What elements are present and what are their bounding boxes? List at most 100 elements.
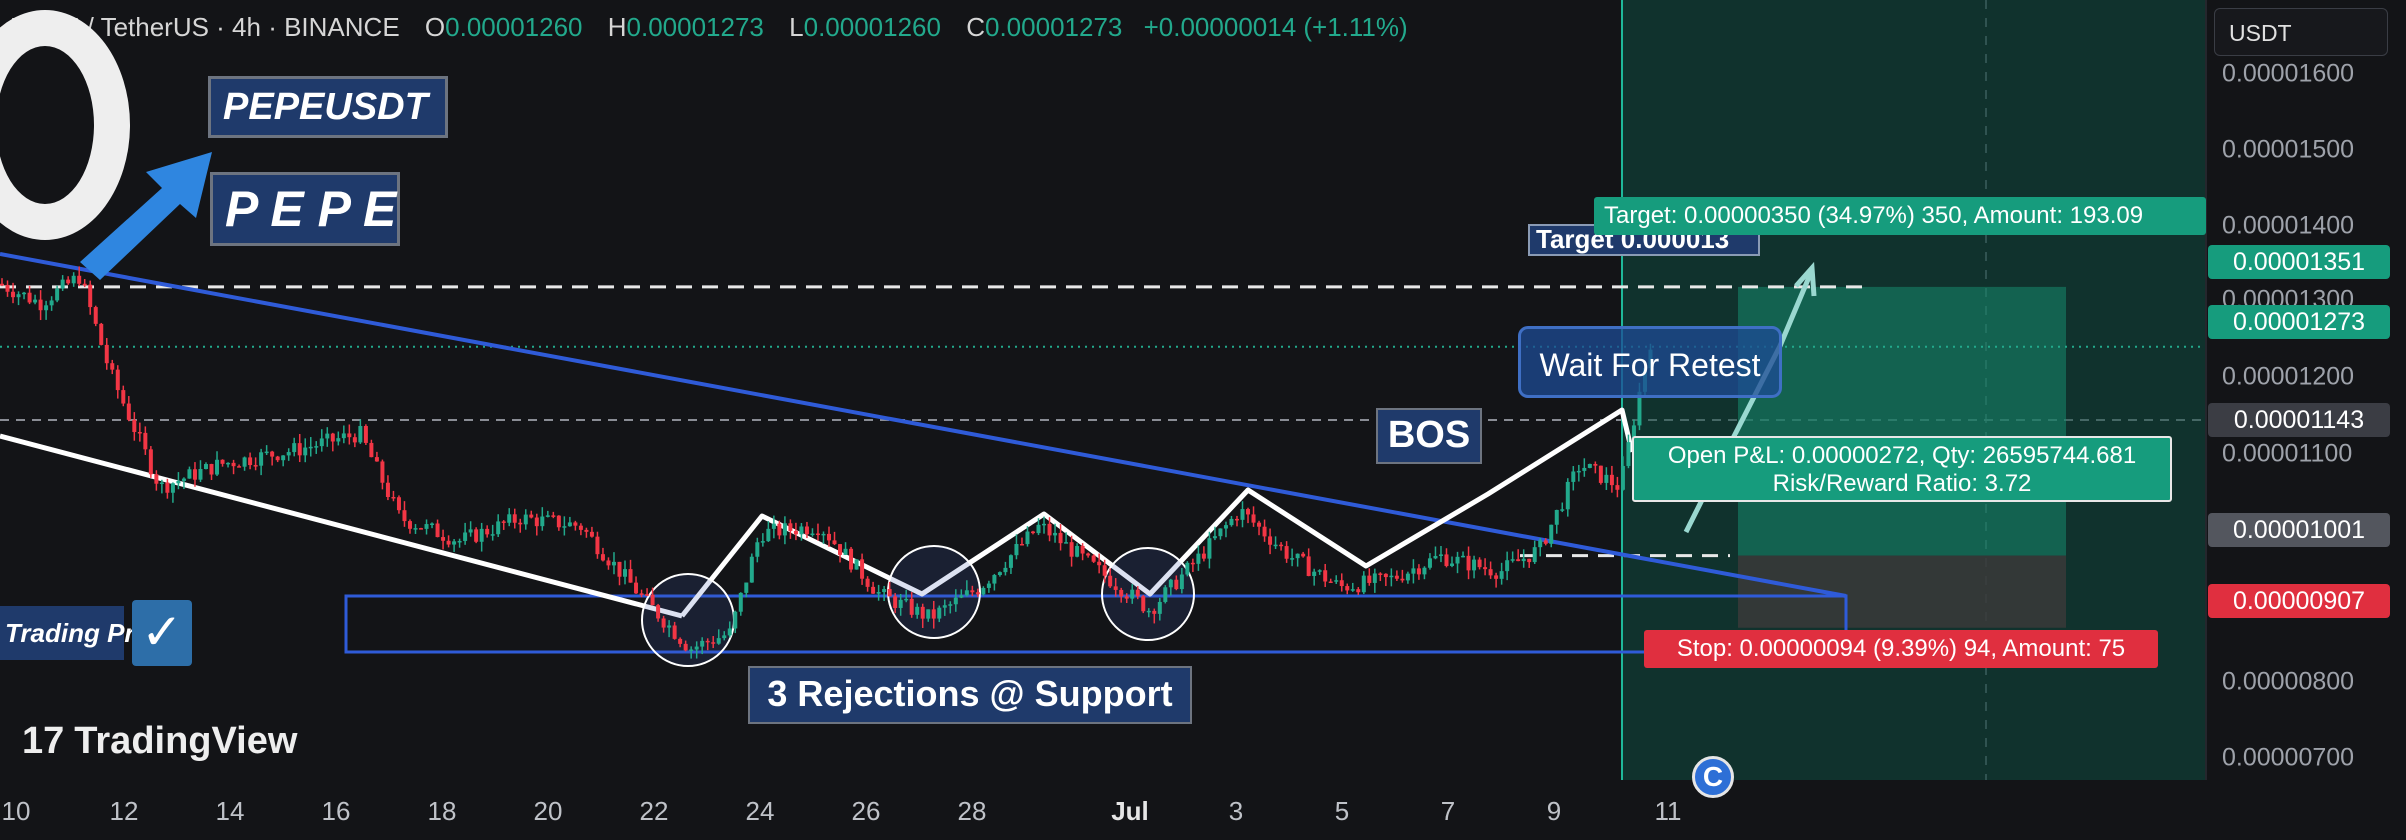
candle-body	[159, 482, 164, 485]
candle-body	[148, 449, 153, 475]
trading-pro-badge: Trading Pro	[0, 606, 150, 660]
candle-body	[1549, 524, 1554, 544]
candle-body	[0, 283, 4, 286]
support-box	[344, 594, 1848, 654]
candle-body	[203, 464, 208, 470]
candle-body	[1097, 561, 1102, 566]
candle-body	[573, 522, 578, 526]
candle-body	[865, 578, 870, 587]
candle-body	[71, 275, 76, 284]
candle-body	[545, 515, 550, 517]
wait-for-retest-label: Wait For Retest	[1518, 326, 1782, 398]
high-value: 0.00001273	[626, 12, 764, 42]
candle-body	[689, 649, 694, 651]
name-badge: P E P E	[210, 172, 400, 246]
crosshair-price-tag: 0.00001143	[2208, 403, 2390, 437]
pnl-callout: Open P&L: 0.00000272, Qty: 26595744.681 …	[1632, 436, 2172, 502]
candle-body	[1130, 589, 1135, 599]
candle-body	[1543, 540, 1548, 544]
candle-body	[352, 437, 357, 443]
y-tick-label: 0.00001500	[2222, 135, 2355, 164]
currency-button[interactable]: USDT	[2214, 8, 2388, 56]
symbol-legend: PEPE / TetherUS · 4h · BINANCE O0.000012…	[10, 12, 1408, 43]
candle-body	[55, 288, 60, 301]
candle-body	[192, 469, 197, 480]
candle-body	[628, 569, 633, 583]
candle-body	[485, 528, 490, 535]
candle-body	[314, 446, 319, 448]
candle-body	[1516, 559, 1521, 562]
candle-body	[1427, 558, 1432, 568]
candle-body	[589, 531, 594, 537]
candle-body	[700, 640, 705, 647]
x-tick-label: Jul	[1111, 796, 1149, 826]
candle-body	[1064, 542, 1069, 544]
candle-body	[1179, 574, 1184, 590]
candle-body	[402, 510, 407, 522]
candle-body	[551, 515, 556, 517]
candle-body	[44, 305, 49, 311]
candle-body	[1019, 543, 1024, 546]
candle-body	[1367, 575, 1372, 583]
candle-body	[275, 456, 280, 461]
candle-body	[827, 533, 831, 541]
candle-body	[611, 561, 616, 566]
candle-body	[1069, 542, 1074, 557]
loss-zone	[1738, 555, 2066, 628]
candle-body	[1323, 570, 1328, 582]
change-value: +0.00000014 (+1.11%)	[1143, 12, 1408, 42]
candle-body	[242, 457, 247, 467]
candle-body	[667, 625, 672, 628]
candle-body	[1433, 556, 1438, 559]
candle-body	[529, 514, 534, 518]
candle-body	[1091, 555, 1096, 562]
candle-body	[716, 638, 721, 644]
candle-body	[1108, 575, 1113, 587]
candle-body	[1488, 569, 1493, 576]
candle-body	[887, 589, 892, 597]
candle-body	[595, 536, 600, 555]
entry-price-tag: 0.00001001	[2208, 513, 2390, 547]
candle-body	[374, 457, 379, 462]
candle-body	[1003, 567, 1008, 573]
candle-body	[1422, 567, 1427, 575]
candle-body	[1268, 536, 1273, 545]
x-tick-label: 14	[215, 796, 245, 826]
candle-body	[446, 540, 451, 545]
candle-body	[1383, 573, 1388, 578]
candle-body	[1135, 589, 1140, 597]
candle-body	[782, 523, 787, 536]
candle-body	[744, 582, 749, 593]
candle-body	[49, 300, 54, 306]
candle-body	[964, 590, 969, 596]
candle-body	[308, 446, 313, 449]
candle-body	[1560, 509, 1565, 511]
candle-body	[1565, 481, 1570, 510]
candle-body	[22, 292, 27, 295]
candle-body	[722, 635, 727, 639]
candle-body	[634, 582, 639, 594]
candle-body	[1631, 425, 1636, 443]
candle-body	[540, 516, 545, 527]
candle-body	[893, 596, 898, 608]
tradingview-wordmark: TradingView	[74, 720, 298, 762]
candle-body	[1273, 544, 1278, 547]
candle-body	[1532, 547, 1537, 563]
candle-body	[997, 572, 1002, 576]
candle-body	[463, 532, 468, 541]
candle-body	[1527, 558, 1532, 563]
candle-body	[650, 594, 655, 606]
candle-body	[1047, 523, 1052, 536]
candle-body	[1036, 524, 1041, 534]
x-tick-label: 18	[427, 796, 457, 826]
candle-body	[1455, 556, 1460, 564]
candle-body	[970, 590, 975, 593]
candle-body	[694, 646, 699, 650]
candle-body	[1080, 545, 1085, 554]
profit-zone	[1738, 286, 2066, 556]
candle-body	[479, 528, 484, 542]
x-tick-label: 10	[1, 796, 31, 826]
candle-body	[341, 433, 346, 439]
candle-body	[1609, 474, 1614, 486]
candle-body	[319, 438, 324, 447]
